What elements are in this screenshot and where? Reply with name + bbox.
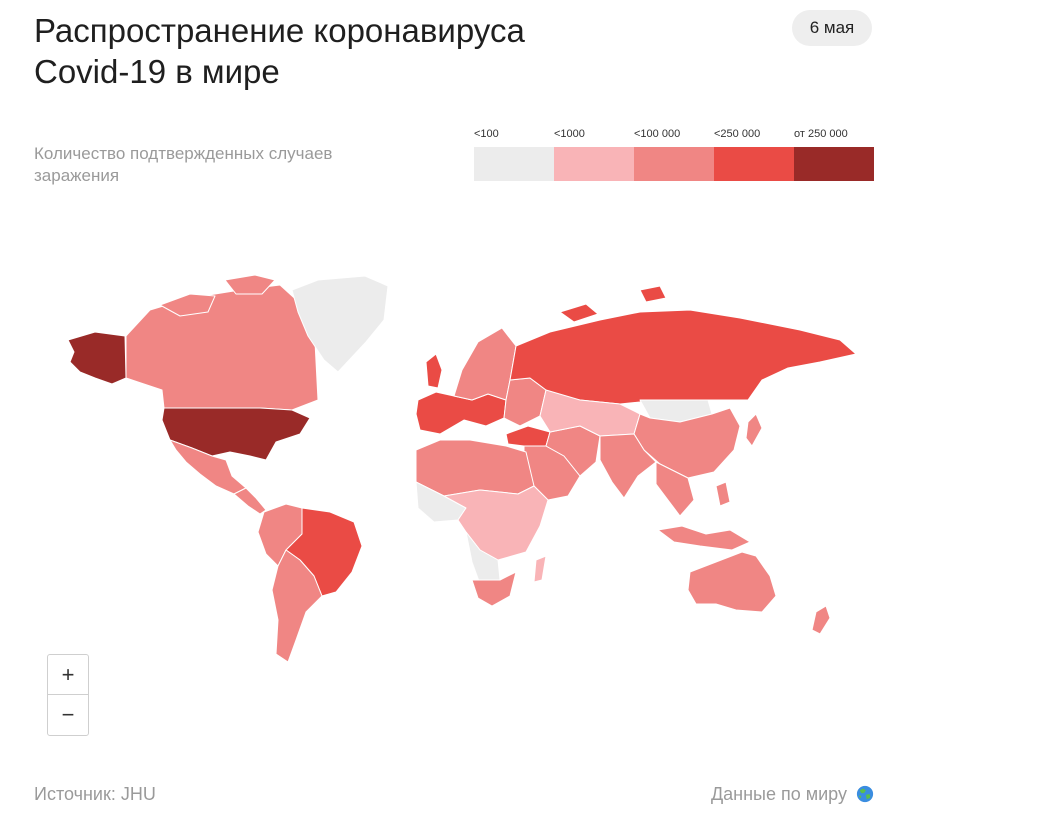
world-map[interactable]: [40, 250, 880, 670]
legend-label-lt250000: <250 000: [714, 128, 761, 140]
region-australia[interactable]: [687, 551, 777, 613]
title-line-1: Распространение коронавируса: [34, 12, 525, 49]
region-madagascar[interactable]: [533, 555, 547, 583]
legend-label-lt100: <100: [474, 128, 499, 140]
region-new-zealand[interactable]: [811, 605, 831, 635]
region-central-africa[interactable]: [443, 485, 549, 561]
region-brazil[interactable]: [285, 507, 363, 597]
legend-label-from250000: от 250 000: [794, 128, 848, 140]
legend-description-line-2: заражения: [34, 166, 120, 185]
region-canada-islands[interactable]: [159, 274, 276, 317]
zoom-control: + −: [47, 654, 89, 736]
region-central-america[interactable]: [233, 487, 267, 515]
legend-description-line-1: Количество подтвержденных случаев: [34, 144, 333, 163]
region-southern-africa[interactable]: [471, 571, 517, 607]
region-eastern-europe-scandinavia[interactable]: [453, 327, 517, 401]
region-southeast-asia[interactable]: [655, 461, 695, 517]
legend-label-lt1000: <1000: [554, 128, 585, 140]
legend-swatch-0: [474, 147, 554, 181]
legend-swatch-4: [794, 147, 874, 181]
legend-description: Количество подтвержденных случаев зараже…: [34, 143, 434, 187]
page-title: Распространение коронавируса Covid-19 в …: [34, 10, 654, 92]
region-russia[interactable]: [509, 309, 857, 405]
region-greenland[interactable]: [291, 275, 389, 373]
region-north-africa[interactable]: [415, 439, 535, 497]
region-canada[interactable]: [125, 284, 319, 411]
region-uk[interactable]: [425, 353, 443, 389]
world-data-link-label[interactable]: Данные по миру: [710, 784, 847, 804]
region-philippines[interactable]: [715, 481, 731, 507]
region-alaska[interactable]: [67, 331, 127, 385]
region-india[interactable]: [599, 433, 657, 499]
legend-swatch-2: [634, 147, 714, 181]
globe-icon: [856, 785, 874, 803]
world-data-link[interactable]: Данные по миру: [680, 784, 874, 805]
title-line-2: Covid-19 в мире: [34, 53, 280, 90]
region-russia-north-islands[interactable]: [559, 285, 667, 323]
color-scale-legend: <100 <1000 <100 000 <250 000 от 250 000: [474, 128, 874, 182]
region-indonesia[interactable]: [657, 525, 751, 551]
legend-label-lt100000: <100 000: [634, 128, 681, 140]
zoom-out-button[interactable]: −: [61, 702, 75, 727]
region-japan[interactable]: [745, 413, 763, 447]
world-map-svg[interactable]: [40, 250, 880, 670]
legend-swatch-3: [714, 147, 794, 181]
region-south-america-south[interactable]: [271, 549, 323, 663]
region-turkey[interactable]: [505, 425, 551, 447]
date-badge: 6 мая: [792, 10, 872, 46]
legend-swatch-1: [554, 147, 634, 181]
zoom-in-button[interactable]: +: [48, 655, 88, 695]
source-text: Источник: JHU: [34, 784, 156, 804]
region-western-europe[interactable]: [415, 391, 507, 435]
